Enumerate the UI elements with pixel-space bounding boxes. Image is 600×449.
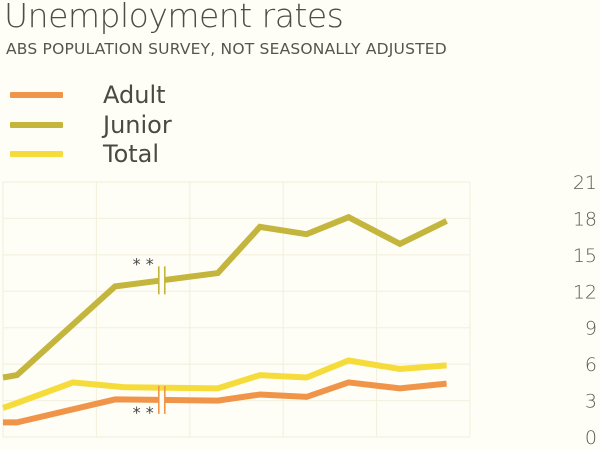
series-line-total <box>2 357 447 411</box>
y-tick-label: 21 <box>573 172 597 194</box>
break-annotation: * * <box>133 254 154 273</box>
legend-label-junior: Junior <box>103 111 172 139</box>
y-tick-label: 0 <box>585 427 597 449</box>
legend-item-total: Total <box>10 140 159 168</box>
legend-label-total: Total <box>103 140 160 168</box>
y-tick-label: 12 <box>573 281 597 303</box>
chart-subtitle: ABS POPULATION SURVEY, NOT SEASONALLY AD… <box>6 40 447 58</box>
legend-label-adult: Adult <box>103 81 166 109</box>
break-annotation: * * <box>133 403 154 422</box>
series-line-junior <box>2 213 448 381</box>
chart-title: Unemployment rates <box>4 0 344 35</box>
y-tick-label: 6 <box>585 354 597 376</box>
legend-swatch-adult <box>10 92 63 98</box>
y-tick-label: 18 <box>573 208 597 230</box>
break-gap <box>158 394 165 405</box>
legend-item-junior: Junior <box>10 111 172 139</box>
legend-swatch-total <box>10 151 63 157</box>
y-tick-label: 15 <box>573 245 597 267</box>
legend-item-adult: Adult <box>10 81 166 109</box>
legend-swatch-junior <box>10 122 63 128</box>
break-gap <box>158 275 165 286</box>
y-tick-label: 9 <box>585 318 597 340</box>
y-tick-label: 3 <box>585 391 597 413</box>
